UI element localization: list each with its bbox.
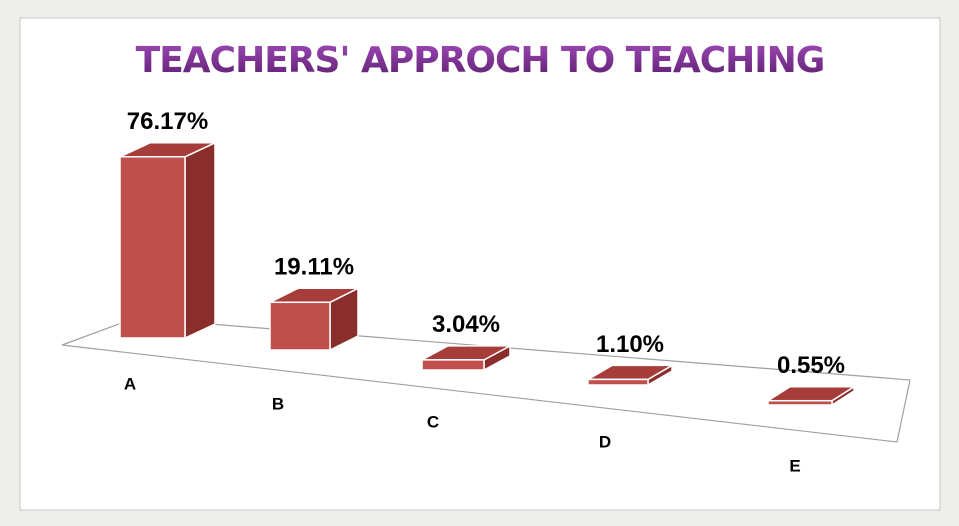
- value-label: 3.04%: [432, 311, 500, 338]
- bar: [587, 378, 649, 386]
- bar: [269, 301, 331, 351]
- bar: [767, 399, 833, 406]
- chart-title: TEACHERS' APPROCH TO TEACHING: [136, 40, 825, 81]
- bar: [421, 359, 485, 371]
- x-tick-label: E: [789, 456, 800, 475]
- x-tick-label: D: [599, 432, 611, 451]
- value-label: 1.10%: [596, 331, 664, 358]
- bar-side: [184, 141, 216, 340]
- x-tick-label: B: [272, 394, 284, 413]
- value-label: 19.11%: [274, 254, 354, 281]
- x-tick-label: C: [427, 412, 439, 431]
- value-label: 76.17%: [127, 108, 208, 135]
- value-label: 0.55%: [777, 352, 845, 379]
- x-tick-label: A: [124, 374, 136, 393]
- bar: [119, 156, 186, 339]
